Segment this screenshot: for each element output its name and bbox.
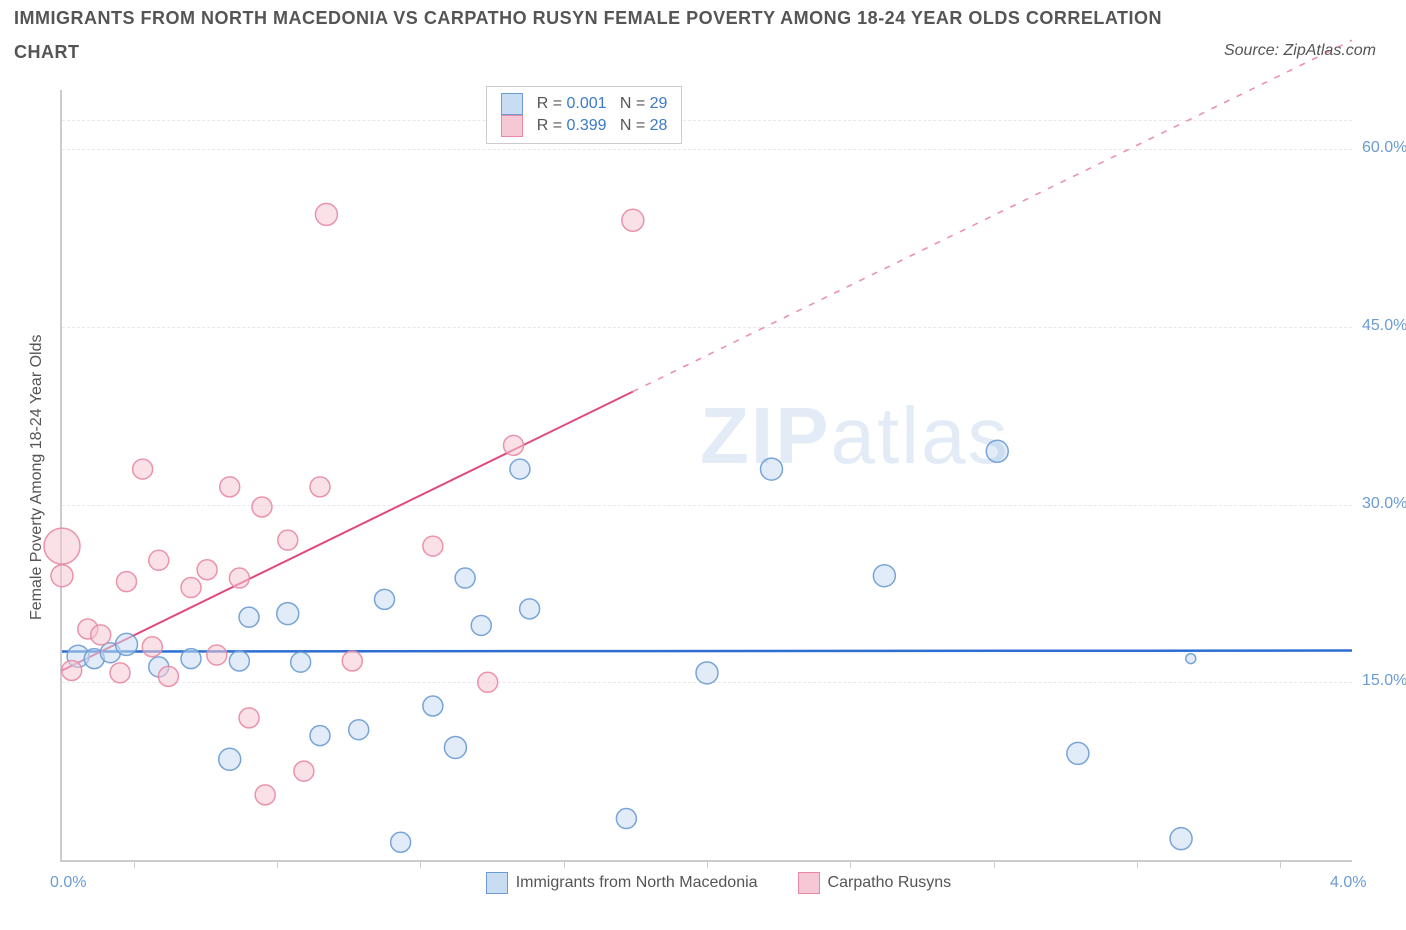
data-point xyxy=(1170,828,1192,850)
x-axis-max-label: 4.0% xyxy=(1330,874,1366,892)
data-point xyxy=(1067,742,1089,764)
data-point xyxy=(291,652,311,672)
legend-label: Immigrants from North Macedonia xyxy=(516,874,758,892)
data-point xyxy=(278,530,298,550)
chart-title-line2: CHART xyxy=(14,42,80,63)
data-point xyxy=(181,649,201,669)
data-point xyxy=(62,660,82,680)
data-point xyxy=(375,589,395,609)
trend-line xyxy=(62,651,1352,652)
data-point xyxy=(986,440,1008,462)
data-point xyxy=(520,599,540,619)
data-point xyxy=(51,565,73,587)
legend-row: R = 0.399 N = 28 xyxy=(501,115,668,137)
data-point xyxy=(761,458,783,480)
legend-series: Immigrants from North Macedonia Carpatho … xyxy=(486,872,951,894)
trend-line xyxy=(62,392,633,671)
legend-swatch xyxy=(798,872,820,894)
x-tick xyxy=(1137,860,1138,868)
data-point xyxy=(142,637,162,657)
data-point xyxy=(622,209,644,231)
legend-item: Immigrants from North Macedonia xyxy=(486,872,758,894)
data-point xyxy=(219,748,241,770)
trend-line-dashed xyxy=(633,40,1352,391)
data-point xyxy=(696,662,718,684)
data-point xyxy=(110,663,130,683)
data-point xyxy=(158,666,178,686)
x-tick xyxy=(1280,860,1281,868)
legend-stats: R = 0.001 N = 29 xyxy=(537,95,668,113)
x-tick xyxy=(134,860,135,868)
data-point xyxy=(391,832,411,852)
data-point xyxy=(504,435,524,455)
y-axis-label: Female Poverty Among 18-24 Year Olds xyxy=(28,335,46,621)
data-point xyxy=(342,651,362,671)
data-point xyxy=(310,477,330,497)
data-point xyxy=(616,809,636,829)
data-point xyxy=(117,572,137,592)
chart-svg xyxy=(62,90,1352,860)
data-point xyxy=(471,615,491,635)
legend-label: Carpatho Rusyns xyxy=(828,874,952,892)
data-point xyxy=(277,603,299,625)
legend-correlation: R = 0.001 N = 29 R = 0.399 N = 28 xyxy=(486,86,683,144)
data-point xyxy=(181,578,201,598)
data-point xyxy=(873,565,895,587)
data-point xyxy=(207,645,227,665)
data-point xyxy=(91,625,111,645)
y-tick-label: 15.0% xyxy=(1362,672,1406,690)
legend-item: Carpatho Rusyns xyxy=(798,872,952,894)
data-point xyxy=(294,761,314,781)
data-point xyxy=(444,736,466,758)
x-axis-min-label: 0.0% xyxy=(50,874,86,892)
x-tick xyxy=(707,860,708,868)
legend-swatch xyxy=(501,115,523,137)
data-point xyxy=(455,568,475,588)
legend-stats: R = 0.399 N = 28 xyxy=(537,117,668,135)
data-point xyxy=(255,785,275,805)
y-tick-label: 45.0% xyxy=(1362,317,1406,335)
legend-row: R = 0.001 N = 29 xyxy=(501,93,668,115)
data-point xyxy=(220,477,240,497)
x-tick xyxy=(994,860,995,868)
y-tick-label: 60.0% xyxy=(1362,139,1406,157)
data-point xyxy=(44,528,80,564)
x-tick xyxy=(277,860,278,868)
data-point xyxy=(149,550,169,570)
x-tick xyxy=(420,860,421,868)
data-point xyxy=(315,203,337,225)
legend-swatch xyxy=(486,872,508,894)
data-point xyxy=(423,536,443,556)
data-point xyxy=(478,672,498,692)
data-point xyxy=(239,708,259,728)
chart-title-line1: IMMIGRANTS FROM NORTH MACEDONIA VS CARPA… xyxy=(14,8,1162,29)
data-point xyxy=(349,720,369,740)
data-point xyxy=(239,607,259,627)
data-point xyxy=(510,459,530,479)
data-point xyxy=(252,497,272,517)
source-label: Source: ZipAtlas.com xyxy=(1224,42,1376,60)
data-point xyxy=(423,696,443,716)
data-point xyxy=(229,568,249,588)
data-point xyxy=(310,726,330,746)
y-tick-label: 30.0% xyxy=(1362,495,1406,513)
x-tick xyxy=(564,860,565,868)
data-point xyxy=(1186,654,1196,664)
plot-area xyxy=(60,90,1352,862)
data-point xyxy=(133,459,153,479)
legend-swatch xyxy=(501,93,523,115)
data-point xyxy=(229,651,249,671)
x-tick xyxy=(850,860,851,868)
data-point xyxy=(197,560,217,580)
data-point xyxy=(116,633,138,655)
